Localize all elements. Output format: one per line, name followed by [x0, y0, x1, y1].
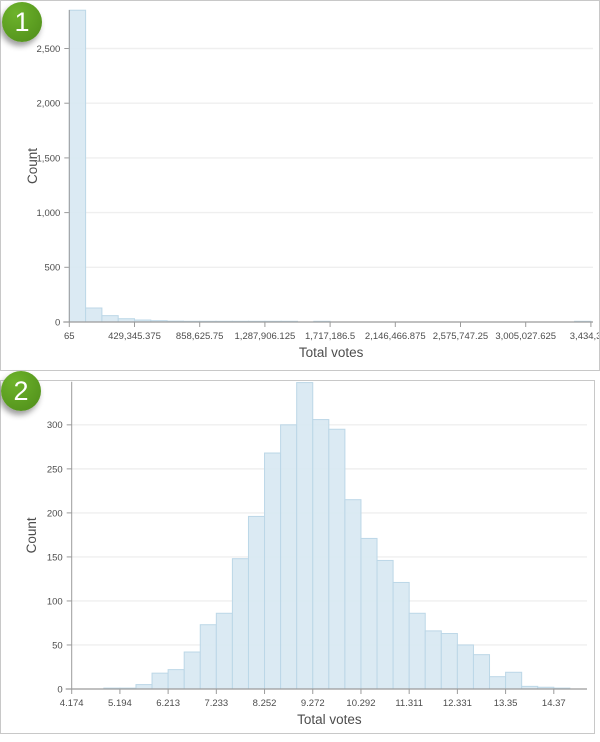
histogram-bar[interactable]: [264, 452, 282, 690]
x-tick-label: 8.252: [253, 698, 277, 709]
histogram-bar[interactable]: [68, 9, 87, 323]
x-tick-label: 10.292: [346, 698, 375, 709]
x-tick-label: 65: [64, 331, 75, 342]
histogram-bar[interactable]: [280, 424, 298, 690]
histogram-total-votes: 0 500 1,000 1,500 2,000 2,500 65 429,345.375 858…: [25, 9, 599, 360]
x-tick-label: 5.194: [108, 698, 132, 709]
y-tick-label: 1,000: [37, 208, 61, 219]
y-tick-label: 250: [47, 464, 63, 475]
histogram-total-votes-log: 0 50 100 150 200 250 300 4.174 5.194 6.213 7.233 8.…: [24, 381, 587, 727]
histogram-bar[interactable]: [424, 630, 442, 690]
step-badge-1: 1: [2, 2, 42, 42]
histogram-bar[interactable]: [151, 672, 169, 690]
y-tick-label: 150: [47, 552, 63, 563]
chart-panel-1: 0 500 1,000 1,500 2,000 2,500 65 429,345.375 858…: [0, 0, 600, 371]
x-tick-label: 11.311: [395, 698, 423, 709]
histogram-bar[interactable]: [456, 644, 474, 690]
histogram-bar[interactable]: [376, 559, 394, 690]
y-tick-label: 0: [57, 684, 62, 695]
y-tick-label: 1,500: [37, 153, 61, 164]
x-tick-label: 3,434,308: [570, 331, 599, 342]
histogram-bar[interactable]: [199, 624, 217, 690]
y-tick-label: 0: [55, 317, 60, 328]
x-tick-label: 9.272: [301, 698, 325, 709]
y-tick-label: 50: [52, 640, 63, 651]
x-tick-label: 13.35: [494, 698, 518, 709]
x-tick-label: 12.331: [443, 698, 472, 709]
x-tick-label: 2,575,747.25: [433, 331, 488, 342]
histogram-bar[interactable]: [472, 654, 491, 690]
x-tick-label: 7.233: [204, 698, 228, 709]
histogram-bar[interactable]: [312, 419, 330, 690]
y-tick-label: 200: [47, 508, 63, 519]
histogram-bar[interactable]: [215, 612, 233, 690]
x-axis-title: Total votes: [297, 712, 362, 727]
histogram-bar[interactable]: [296, 382, 314, 690]
histogram-bar[interactable]: [440, 633, 458, 690]
x-tick-label: 4.174: [60, 698, 84, 709]
step-badge-2: 2: [1, 371, 41, 411]
y-tick-label: 300: [47, 420, 63, 431]
histogram-bar[interactable]: [344, 499, 362, 690]
histogram-bar[interactable]: [167, 669, 185, 690]
x-tick-label: 1,717,186.5: [305, 331, 355, 342]
histogram-bar[interactable]: [231, 558, 249, 690]
histogram-bar[interactable]: [505, 671, 523, 690]
histogram-bar[interactable]: [183, 651, 201, 690]
histogram-bar[interactable]: [328, 428, 346, 690]
histogram-bar[interactable]: [392, 581, 410, 690]
x-tick-label: 2,146,466.875: [365, 331, 426, 342]
y-tick-label: 2,000: [37, 99, 61, 110]
x-tick-label: 3,005,027.625: [495, 331, 556, 342]
y-tick-label: 2,500: [37, 44, 61, 55]
histogram-bar[interactable]: [135, 684, 153, 690]
histogram-bar[interactable]: [360, 537, 378, 690]
histogram-bar[interactable]: [408, 612, 426, 690]
y-axis-title: Count: [25, 148, 40, 184]
histogram-bar[interactable]: [85, 307, 103, 323]
y-tick-label: 100: [47, 596, 63, 607]
y-axis-title: Count: [24, 517, 39, 553]
histogram-bar[interactable]: [101, 315, 119, 323]
x-tick-label: 429,345.375: [108, 331, 161, 342]
x-tick-label: 858,625.75: [176, 331, 224, 342]
histogram-bar[interactable]: [247, 515, 266, 690]
x-tick-label: 14.37: [542, 698, 566, 709]
x-axis-title: Total votes: [299, 345, 364, 360]
x-tick-label: 1,287,906.125: [235, 331, 296, 342]
x-tick-label: 6.213: [156, 698, 180, 709]
histogram-bar[interactable]: [489, 676, 507, 690]
y-tick-label: 500: [44, 263, 60, 274]
chart-panel-2: 0 50 100 150 200 250 300 4.174 5.194 6.213 7.233 8.…: [0, 380, 595, 734]
